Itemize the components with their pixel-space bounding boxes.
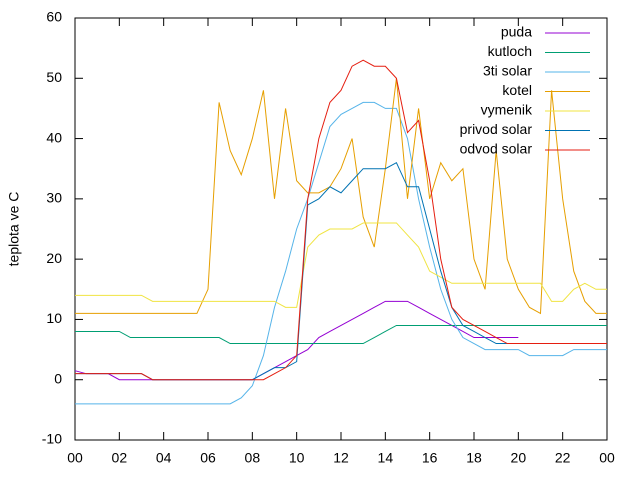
x-tick-label: 04 [156, 450, 172, 466]
y-tick-label: 60 [46, 9, 62, 25]
x-tick-label: 00 [67, 450, 83, 466]
y-tick-label: 10 [46, 310, 62, 326]
x-tick-label: 18 [466, 450, 482, 466]
y-tick-label: 20 [46, 250, 62, 266]
x-tick-label: 20 [511, 450, 527, 466]
y-axis-label: teplota ve C [6, 192, 22, 267]
y-tick-label: -10 [42, 431, 62, 447]
legend-label: puda [501, 24, 532, 40]
x-tick-label: 16 [422, 450, 438, 466]
y-tick-label: 50 [46, 69, 62, 85]
y-tick-label: 30 [46, 190, 62, 206]
x-tick-label: 14 [378, 450, 394, 466]
legend-label: odvod solar [460, 141, 533, 157]
y-tick-label: 0 [54, 370, 62, 386]
x-tick-label: 06 [200, 450, 216, 466]
legend-label: privod solar [460, 121, 533, 137]
x-tick-label: 22 [555, 450, 571, 466]
plot-frame [74, 17, 608, 441]
series-line [75, 222, 607, 308]
legend-label: kotel [502, 82, 532, 98]
y-tick-label: 40 [46, 129, 62, 145]
series-line [75, 101, 607, 405]
x-tick-label: 02 [112, 450, 128, 466]
series-line [75, 59, 607, 381]
series-line [75, 78, 607, 315]
series-line [75, 324, 607, 345]
x-tick-label: 12 [333, 450, 349, 466]
legend-label: vymenik [481, 102, 533, 118]
legend-label: kutloch [488, 43, 532, 59]
legend-label: 3ti solar [483, 63, 532, 79]
series-line [75, 161, 607, 381]
x-tick-label: 10 [289, 450, 305, 466]
x-tick-label: 00 [599, 450, 615, 466]
x-tick-label: 08 [245, 450, 261, 466]
